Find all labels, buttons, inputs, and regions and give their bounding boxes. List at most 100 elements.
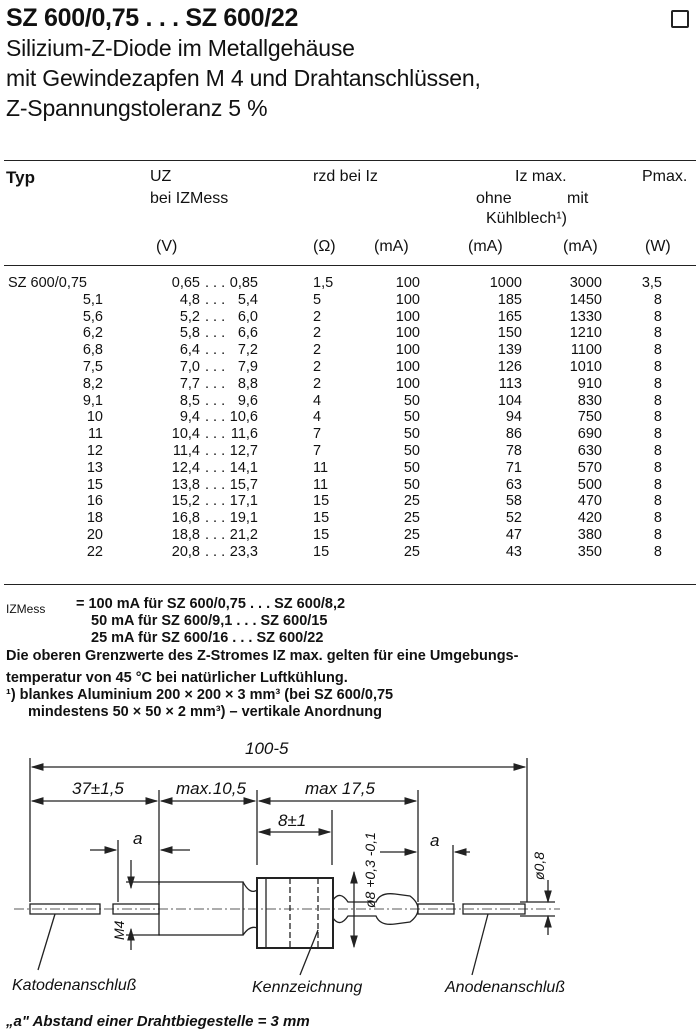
cell-pmax: 8 xyxy=(653,342,662,359)
izmess-line-1: = 100 mA für SZ 600/0,75 . . . SZ 600/8,… xyxy=(76,596,346,612)
drawing-caption: „a" Abstand einer Drahtbiegestelle = 3 m… xyxy=(5,1013,310,1030)
cell-range-sep: . . . xyxy=(205,275,226,291)
cell-uz-min: 12,4 xyxy=(171,459,200,476)
cell-typ: 6,2 xyxy=(82,325,103,342)
cell-typ: 15 xyxy=(86,476,103,493)
cell-uz-min: 4,8 xyxy=(179,291,200,308)
cell-uz-max: 23,3 xyxy=(229,543,258,560)
unit-w: (W) xyxy=(645,238,671,255)
cell-uz-max: 14,1 xyxy=(229,459,258,476)
cell-range-sep: . . . xyxy=(205,476,226,493)
cell-pmax: 8 xyxy=(653,392,662,409)
cell-typ: 22 xyxy=(86,543,103,560)
table-bottom-rule xyxy=(4,584,696,585)
table-top-rule xyxy=(4,160,696,161)
cell-uz-min: 5,8 xyxy=(179,325,200,342)
cell-pmax: 8 xyxy=(653,443,662,459)
cell-range-sep: . . . xyxy=(205,308,226,325)
cell-uz-max: 8,8 xyxy=(237,375,258,392)
cell-iz-max-ohne: 78 xyxy=(505,443,522,459)
cell-uz-min: 13,8 xyxy=(171,476,200,493)
cell-iz-max-mit: 570 xyxy=(577,459,602,476)
cell-typ: 9,1 xyxy=(82,392,103,409)
col-pmax: Pmax. xyxy=(642,168,688,185)
col-typ: Typ xyxy=(6,168,35,187)
table-row: 11 10,4 . . . 11,6 7 50 86 690 8 xyxy=(0,426,700,442)
cell-pmax: 8 xyxy=(653,325,662,342)
table-row: 13 12,4 . . . 14,1 11 50 71 570 8 xyxy=(0,460,700,476)
cell-uz-min: 15,2 xyxy=(171,493,200,510)
cell-iz-max-mit: 1100 xyxy=(570,342,602,359)
cell-iz-max-mit: 1210 xyxy=(569,325,602,342)
cell-range-sep: . . . xyxy=(205,375,226,392)
cell-range-sep: . . . xyxy=(205,543,226,560)
cell-rzd: 4 xyxy=(313,392,322,409)
table-row: 22 20,8 . . . 23,3 15 25 43 350 8 xyxy=(0,544,700,560)
unit-v: (V) xyxy=(156,238,178,255)
table-row: 6,2 5,8 . . . 6,6 2 100 150 1210 8 xyxy=(0,325,700,341)
cell-uz-max: 11,6 xyxy=(230,426,258,443)
cell-range-sep: . . . xyxy=(205,510,226,527)
cell-pmax: 8 xyxy=(653,409,662,426)
dim-body-label: max 17,5 xyxy=(305,779,375,798)
cell-uz-max: 6,6 xyxy=(237,325,258,342)
cell-range-sep: . . . xyxy=(205,359,226,375)
table-row: 15 13,8 . . . 15,7 11 50 63 500 8 xyxy=(0,477,700,493)
cell-uz-max: 7,9 xyxy=(237,359,258,375)
cell-rzd: 15 xyxy=(313,493,330,510)
dim-wire-diameter-label: ø0,8 xyxy=(531,852,547,880)
cell-typ: 16 xyxy=(86,493,103,510)
cell-range-sep: . . . xyxy=(205,342,226,359)
cell-uz-min: 8,5 xyxy=(179,392,200,409)
checkbox-icon xyxy=(671,10,689,28)
cell-range-sep: . . . xyxy=(205,443,226,459)
dim-hex-label: 8±1 xyxy=(278,811,306,830)
cell-iz-max-mit: 1450 xyxy=(569,291,602,308)
table-row: 10 9,4 . . . 10,6 4 50 94 750 8 xyxy=(0,409,700,425)
cell-rzd: 11 xyxy=(313,476,329,493)
cell-iz-max-ohne: 63 xyxy=(505,476,522,493)
cell-rzd: 1,5 xyxy=(313,275,334,291)
subtitle-line-2: mit Gewindezapfen M 4 und Drahtanschlüss… xyxy=(6,65,481,91)
cell-uz-max: 15,7 xyxy=(229,476,258,493)
dim-a-right-label: a xyxy=(430,831,439,850)
thread-stud xyxy=(158,881,244,936)
col-mit: mit xyxy=(567,190,589,207)
subtitle-line-1: Silizium-Z-Diode im Metallgehäuse xyxy=(6,35,355,61)
cell-rzd: 15 xyxy=(313,543,330,560)
cell-typ: 6,8 xyxy=(82,342,103,359)
cell-iz-max-mit: 830 xyxy=(577,392,602,409)
subtitle-line-3: Z-Spannungstoleranz 5 % xyxy=(6,95,268,121)
izmess-line-2: 50 mA für SZ 600/9,1 . . . SZ 600/15 xyxy=(91,613,328,629)
cell-iz-max-ohne: 165 xyxy=(497,308,522,325)
col-iz-max: Iz max. xyxy=(515,168,567,185)
cell-uz-max: 0,85 xyxy=(229,275,258,291)
col-rzd: rzd bei Iz xyxy=(313,168,378,185)
cell-iz: 25 xyxy=(403,493,420,510)
cell-iz-max-ohne: 86 xyxy=(505,426,522,443)
cell-uz-min: 20,8 xyxy=(171,543,200,560)
cell-pmax: 3,5 xyxy=(641,275,662,291)
cell-uz-max: 9,6 xyxy=(237,392,258,409)
cell-uz-max: 21,2 xyxy=(229,527,258,543)
col-kuehlblech: Kühlblech¹) xyxy=(486,210,567,227)
cell-pmax: 8 xyxy=(653,308,662,325)
cell-rzd: 15 xyxy=(313,510,330,527)
cell-uz-max: 12,7 xyxy=(229,443,258,459)
cell-iz-max-ohne: 1000 xyxy=(489,275,522,291)
limits-line-1: Die oberen Grenzwerte des Z-Stromes IZ m… xyxy=(6,648,519,664)
cell-range-sep: . . . xyxy=(205,459,226,476)
cell-uz-max: 7,2 xyxy=(237,342,258,359)
cell-rzd: 2 xyxy=(313,308,322,325)
cell-rzd: 5 xyxy=(313,291,322,308)
cell-iz: 50 xyxy=(403,392,420,409)
cell-typ: 11 xyxy=(87,426,103,443)
hex-body xyxy=(256,877,334,949)
label-marking: Kennzeichnung xyxy=(252,979,362,996)
cell-pmax: 8 xyxy=(653,493,662,510)
cell-iz-max-ohne: 43 xyxy=(505,543,522,560)
unit-ma-mit: (mA) xyxy=(563,238,598,255)
cell-uz-min: 7,0 xyxy=(179,359,200,375)
cell-rzd: 7 xyxy=(313,443,322,459)
cell-rzd: 7 xyxy=(313,426,322,443)
